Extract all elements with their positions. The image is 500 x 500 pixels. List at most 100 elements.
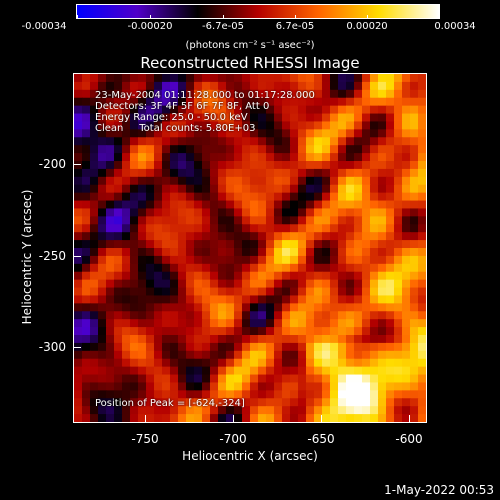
heatmap-cell — [98, 358, 107, 368]
heatmap-cell — [82, 327, 91, 336]
heatmap-cell — [234, 279, 243, 289]
heatmap-cell — [74, 255, 83, 265]
heatmap-cell — [242, 176, 251, 186]
heatmap-cell — [74, 200, 83, 210]
heatmap-cell — [394, 263, 403, 273]
heatmap-cell — [242, 358, 251, 368]
heatmap-cell — [234, 192, 243, 202]
heatmap-cell — [122, 382, 131, 391]
heatmap-cell — [210, 287, 219, 297]
heatmap-cell — [122, 366, 131, 376]
heatmap-cell — [418, 129, 426, 138]
heatmap-cell — [106, 89, 115, 99]
heatmap-cell — [138, 303, 147, 312]
heatmap-cell — [154, 184, 163, 194]
heatmap-cell — [362, 414, 371, 422]
heatmap-cell — [138, 382, 147, 391]
heatmap-cell — [354, 121, 363, 130]
heatmap-cell — [362, 287, 371, 297]
heatmap-cell — [346, 113, 355, 123]
heatmap-cell — [370, 374, 379, 384]
heatmap-cell — [322, 279, 331, 289]
heatmap-cell — [314, 97, 323, 107]
heatmap-cell — [74, 168, 83, 178]
heatmap-cell — [170, 105, 179, 115]
heatmap-cell — [242, 382, 251, 391]
heatmap-cell — [250, 184, 259, 194]
heatmap-cell — [90, 390, 99, 399]
heatmap-cell — [258, 248, 267, 257]
heatmap-cell — [194, 145, 203, 154]
heatmap-cell — [122, 248, 131, 257]
heatmap-cell — [202, 232, 211, 241]
heatmap-cell — [314, 81, 323, 91]
heatmap-cell — [106, 374, 115, 384]
heatmap-cell — [370, 176, 379, 186]
heatmap-cell — [74, 208, 83, 217]
heatmap-cell — [154, 145, 163, 154]
heatmap-cell — [410, 216, 419, 225]
heatmap-cell — [314, 89, 323, 99]
heatmap-cell — [410, 279, 419, 289]
heatmap-cell — [394, 74, 403, 83]
heatmap-cell — [242, 271, 251, 281]
heatmap-cell — [202, 327, 211, 336]
heatmap-cell — [410, 327, 419, 336]
heatmap-cell — [226, 240, 235, 249]
y-tick-label: -250 — [38, 249, 66, 263]
heatmap-cell — [226, 358, 235, 368]
heatmap-cell — [82, 414, 91, 422]
heatmap-cell — [266, 129, 275, 138]
heatmap-cell — [226, 366, 235, 376]
heatmap-cell — [138, 319, 147, 328]
heatmap-cell — [114, 382, 123, 391]
heatmap-cell — [354, 113, 363, 123]
heatmap-cell — [322, 414, 331, 422]
heatmap-cell — [98, 248, 107, 257]
heatmap-cell — [154, 303, 163, 312]
heatmap-cell — [130, 366, 139, 376]
heatmap-cell — [162, 295, 171, 304]
heatmap-cell — [322, 303, 331, 312]
heatmap-cell — [266, 97, 275, 107]
heatmap-cell — [202, 105, 211, 115]
heatmap-cell — [322, 232, 331, 241]
heatmap-cell — [146, 216, 155, 225]
heatmap-cell — [282, 279, 291, 289]
heatmap-cell — [378, 382, 387, 391]
heatmap-cell — [258, 311, 267, 320]
y-tick-label: -200 — [38, 157, 66, 171]
heatmap-cell — [290, 184, 299, 194]
heatmap-cell — [98, 382, 107, 391]
heatmap-cell — [386, 287, 395, 297]
heatmap-cell — [410, 161, 419, 170]
heatmap-cell — [418, 335, 426, 344]
heatmap-cell — [314, 208, 323, 217]
heatmap-cell — [306, 263, 315, 273]
heatmap-cell — [154, 168, 163, 178]
heatmap-cell — [418, 168, 426, 178]
heatmap-cell — [282, 176, 291, 186]
heatmap-cell — [338, 319, 347, 328]
heatmap-cell — [98, 295, 107, 304]
heatmap-cell — [290, 161, 299, 170]
heatmap-cell — [402, 216, 411, 225]
heatmap-cell — [162, 121, 171, 130]
heatmap-cell — [314, 176, 323, 186]
heatmap-cell — [82, 224, 91, 233]
heatmap-cell — [114, 335, 123, 344]
heatmap-cell — [322, 398, 331, 407]
heatmap-cell — [146, 248, 155, 257]
heatmap-cell — [74, 327, 83, 336]
heatmap-cell — [98, 200, 107, 210]
heatmap-cell — [90, 350, 99, 360]
heatmap-cell — [106, 184, 115, 194]
heatmap-cell — [354, 161, 363, 170]
heatmap-cell — [418, 240, 426, 249]
heatmap-cell — [346, 335, 355, 344]
heatmap-cell — [410, 97, 419, 107]
heatmap-cell — [402, 145, 411, 154]
heatmap-cell — [314, 319, 323, 328]
heatmap-cell — [258, 121, 267, 130]
heatmap-cell — [122, 200, 131, 210]
